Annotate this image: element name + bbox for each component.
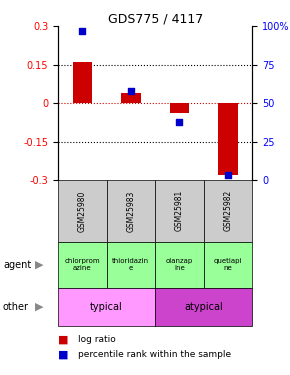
Bar [58,288,155,326]
Bar [106,180,155,242]
Text: GSM25983: GSM25983 [126,190,135,231]
Text: ▶: ▶ [35,260,43,270]
Text: ■: ■ [58,334,68,344]
Text: chlorprom
azine: chlorprom azine [64,258,100,271]
Bar [155,288,252,326]
Text: ▶: ▶ [35,302,43,312]
Text: GSM25981: GSM25981 [175,190,184,231]
Bar [170,103,189,113]
Point [177,118,182,124]
Text: GSM25982: GSM25982 [224,190,233,231]
Bar [58,180,106,242]
Bar [155,242,204,288]
Bar [155,180,204,242]
Text: quetiapi
ne: quetiapi ne [214,258,242,271]
Point [80,28,85,34]
Bar [121,93,141,103]
Text: typical: typical [90,302,123,312]
Text: log ratio: log ratio [78,335,116,344]
Text: other: other [3,302,29,312]
Title: GDS775 / 4117: GDS775 / 4117 [108,12,203,25]
Point [226,172,230,178]
Bar [72,62,92,103]
Point [128,88,133,94]
Text: percentile rank within the sample: percentile rank within the sample [78,350,231,359]
Bar [204,180,252,242]
Bar [204,242,252,288]
Bar [58,242,106,288]
Bar [106,242,155,288]
Text: agent: agent [3,260,31,270]
Text: GSM25980: GSM25980 [78,190,87,231]
Text: ■: ■ [58,350,68,359]
Text: thioridazin
e: thioridazin e [112,258,149,271]
Text: olanzap
ine: olanzap ine [166,258,193,271]
Bar [218,103,238,175]
Text: atypical: atypical [184,302,223,312]
